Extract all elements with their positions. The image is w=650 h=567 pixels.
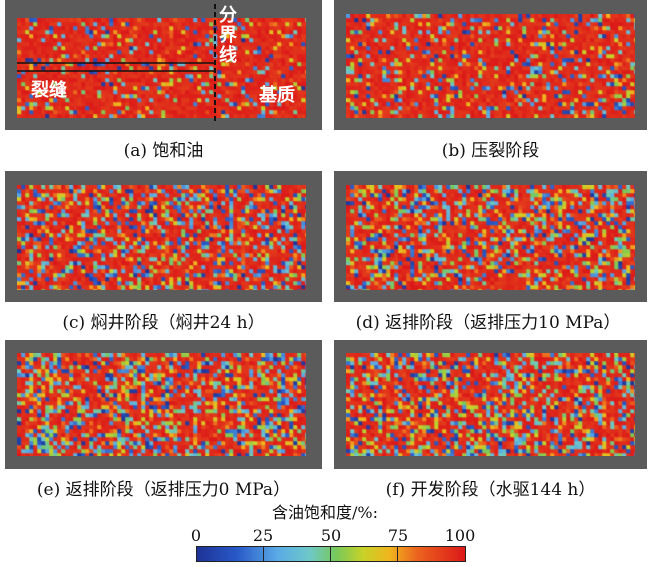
panel-c (5, 171, 322, 302)
saturation-map-f (346, 353, 635, 456)
saturation-map-e (17, 353, 306, 456)
fracture-label: 裂缝 (31, 80, 67, 101)
panel-d (334, 171, 647, 302)
legend-divider (397, 547, 398, 561)
caption-b: (b) 压裂阶段 (441, 141, 540, 161)
saturation-map-a (17, 18, 306, 118)
legend-tick-100: 100 (444, 526, 476, 545)
annotation-lines (17, 4, 216, 124)
legend-tick-50: 50 (320, 526, 342, 545)
legend-divider (330, 547, 331, 561)
legend-title: 含油饱和度/%: (272, 503, 378, 522)
matrix-label: 基质 (259, 85, 295, 106)
caption-f: (f) 开发阶段（水驱144 h） (385, 480, 596, 500)
legend-colorbar (196, 546, 466, 562)
legend-tick-0: 0 (190, 526, 202, 545)
caption-c: (c) 焖井阶段（焖井24 h） (62, 313, 265, 333)
boundary-label: 分界线 (219, 5, 237, 66)
caption-a: (a) 饱和油 (123, 141, 204, 161)
panel-a: 分界线 裂缝 基质 (5, 0, 322, 130)
caption-d: (d) 返排阶段（返排压力10 MPa） (355, 313, 621, 333)
saturation-map-b (346, 14, 635, 118)
legend-tick-75: 75 (387, 526, 409, 545)
saturation-map-c (17, 185, 306, 290)
saturation-map-d (346, 185, 635, 290)
panel-f (334, 340, 647, 469)
caption-e: (e) 返排阶段（返排压力0 MPa） (36, 480, 291, 500)
panel-e (5, 340, 322, 469)
panel-b (334, 0, 647, 130)
legend-tick-25: 25 (252, 526, 274, 545)
legend-divider (263, 547, 264, 561)
